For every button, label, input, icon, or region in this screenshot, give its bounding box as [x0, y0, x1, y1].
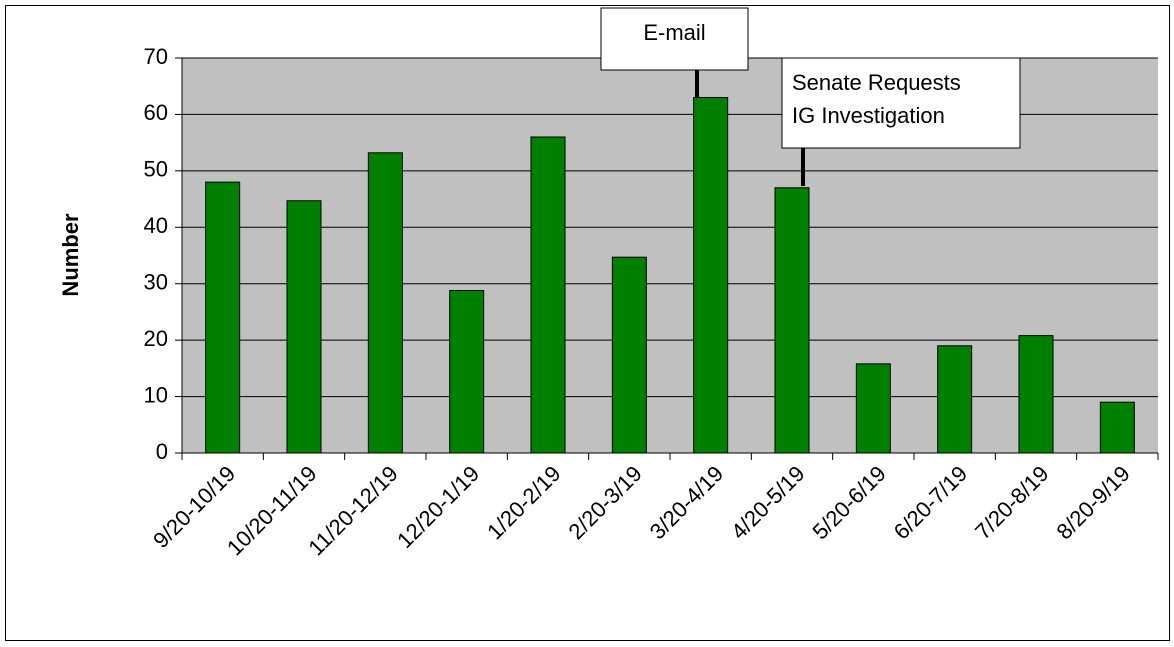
- y-tick-label: 0: [156, 439, 168, 464]
- annotation-box: [600, 7, 749, 71]
- bar: [1099, 401, 1135, 454]
- bar: [774, 187, 810, 454]
- y-tick-label: 40: [144, 213, 168, 238]
- bar: [205, 181, 241, 454]
- annotation-text: IG Investigation: [792, 103, 945, 128]
- y-tick-label: 50: [144, 157, 168, 182]
- bar: [530, 136, 566, 454]
- y-axis-label: Number: [58, 213, 83, 297]
- bar: [286, 200, 322, 454]
- bar: [367, 152, 403, 454]
- bar: [611, 256, 647, 454]
- y-tick-label: 30: [144, 270, 168, 295]
- bar: [449, 289, 485, 454]
- bar: [855, 363, 891, 454]
- y-tick-label: 70: [144, 44, 168, 69]
- annotation-box: [781, 57, 1021, 149]
- y-tick-label: 20: [144, 326, 168, 351]
- bar: [937, 345, 973, 454]
- y-tick-label: 10: [144, 382, 168, 407]
- y-tick-label: 60: [144, 100, 168, 125]
- bar: [1018, 335, 1054, 454]
- annotation-text: E-mail: [643, 20, 705, 45]
- bar: [693, 97, 729, 454]
- annotation-text: Senate Requests: [792, 70, 961, 95]
